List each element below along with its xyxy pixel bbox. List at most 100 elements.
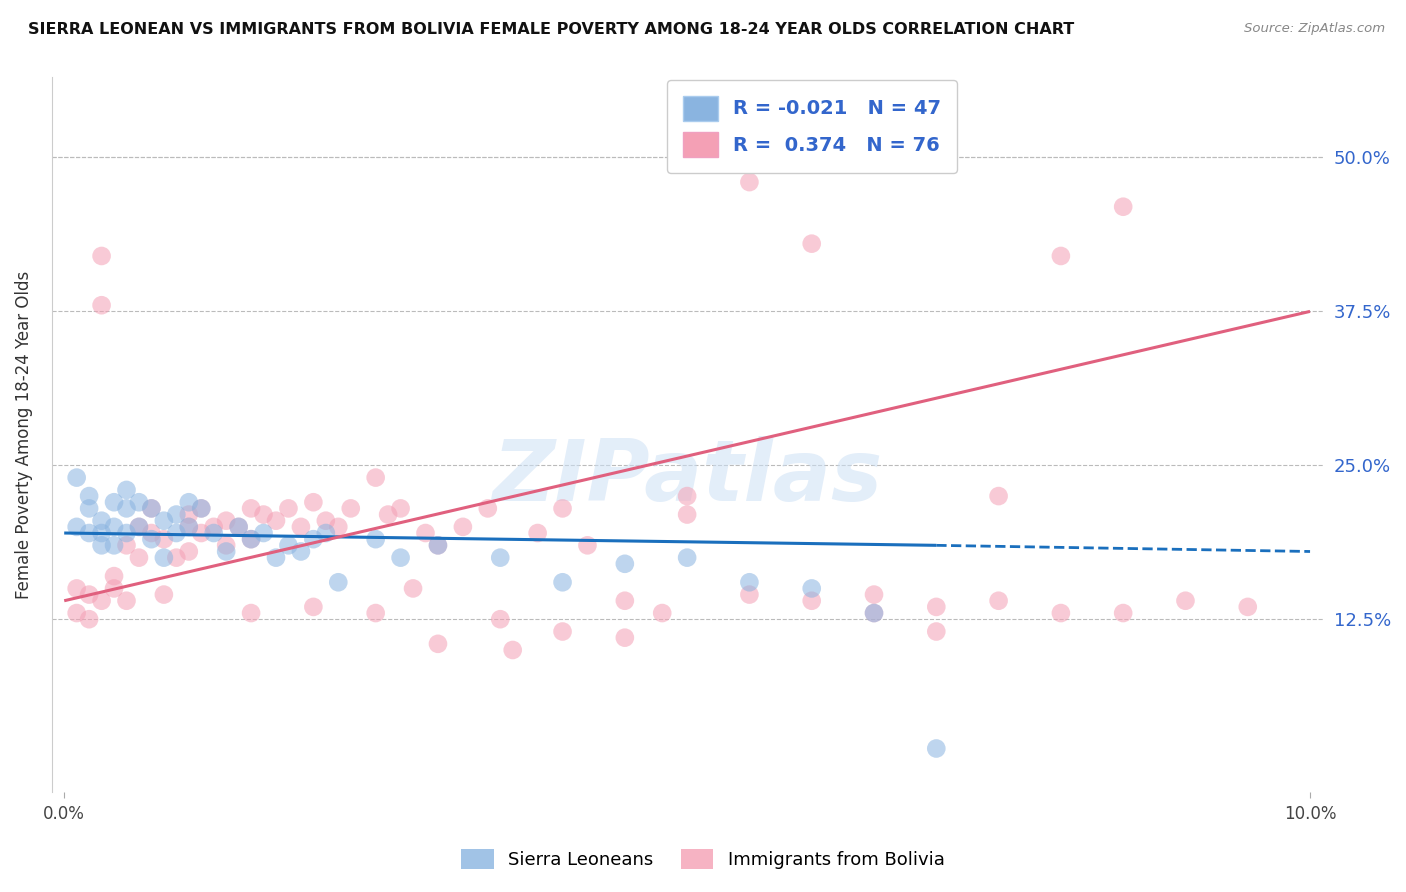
- Point: [153, 532, 176, 546]
- Point: [177, 544, 200, 558]
- Point: [240, 606, 263, 620]
- Point: [77, 526, 100, 541]
- Point: [66, 606, 89, 620]
- Point: [153, 514, 176, 528]
- Point: [676, 508, 699, 522]
- Point: [128, 495, 150, 509]
- Point: [800, 582, 823, 596]
- Point: [738, 588, 761, 602]
- Point: [90, 514, 112, 528]
- Point: [302, 599, 325, 614]
- Point: [264, 550, 287, 565]
- Point: [328, 575, 350, 590]
- Point: [66, 520, 89, 534]
- Point: [377, 508, 399, 522]
- Point: [228, 520, 250, 534]
- Point: [90, 526, 112, 541]
- Text: ZIPatlas: ZIPatlas: [492, 436, 882, 519]
- Point: [153, 550, 176, 565]
- Point: [215, 544, 238, 558]
- Point: [302, 495, 325, 509]
- Point: [402, 582, 425, 596]
- Point: [165, 550, 187, 565]
- Point: [77, 588, 100, 602]
- Point: [800, 236, 823, 251]
- Point: [103, 569, 125, 583]
- Point: [77, 501, 100, 516]
- Legend: R = -0.021   N = 47, R =  0.374   N = 76: R = -0.021 N = 47, R = 0.374 N = 76: [668, 80, 957, 173]
- Point: [115, 538, 138, 552]
- Point: [264, 514, 287, 528]
- Point: [277, 538, 299, 552]
- Point: [190, 501, 212, 516]
- Point: [1112, 200, 1135, 214]
- Point: [1174, 593, 1197, 607]
- Point: [987, 489, 1010, 503]
- Point: [90, 298, 112, 312]
- Point: [90, 249, 112, 263]
- Point: [863, 588, 886, 602]
- Point: [240, 532, 263, 546]
- Point: [115, 501, 138, 516]
- Point: [489, 550, 512, 565]
- Point: [128, 520, 150, 534]
- Point: [115, 483, 138, 497]
- Point: [77, 489, 100, 503]
- Point: [613, 593, 636, 607]
- Point: [277, 501, 299, 516]
- Point: [1050, 606, 1073, 620]
- Legend: Sierra Leoneans, Immigrants from Bolivia: Sierra Leoneans, Immigrants from Bolivia: [453, 839, 953, 879]
- Point: [389, 550, 412, 565]
- Point: [202, 526, 225, 541]
- Point: [240, 532, 263, 546]
- Point: [103, 495, 125, 509]
- Y-axis label: Female Poverty Among 18-24 Year Olds: Female Poverty Among 18-24 Year Olds: [15, 270, 32, 599]
- Point: [738, 575, 761, 590]
- Point: [190, 501, 212, 516]
- Point: [90, 538, 112, 552]
- Point: [389, 501, 412, 516]
- Point: [551, 575, 574, 590]
- Point: [800, 593, 823, 607]
- Point: [1236, 599, 1258, 614]
- Point: [364, 606, 387, 620]
- Point: [165, 526, 187, 541]
- Point: [141, 526, 163, 541]
- Point: [526, 526, 548, 541]
- Point: [1112, 606, 1135, 620]
- Point: [240, 501, 263, 516]
- Point: [863, 606, 886, 620]
- Point: [676, 489, 699, 503]
- Point: [177, 508, 200, 522]
- Point: [576, 538, 599, 552]
- Point: [426, 538, 449, 552]
- Point: [987, 593, 1010, 607]
- Point: [502, 643, 524, 657]
- Point: [364, 532, 387, 546]
- Point: [1050, 249, 1073, 263]
- Point: [315, 514, 337, 528]
- Point: [215, 514, 238, 528]
- Point: [190, 526, 212, 541]
- Point: [863, 606, 886, 620]
- Point: [925, 741, 948, 756]
- Point: [315, 526, 337, 541]
- Point: [364, 470, 387, 484]
- Point: [215, 538, 238, 552]
- Point: [141, 501, 163, 516]
- Point: [477, 501, 499, 516]
- Point: [738, 175, 761, 189]
- Text: SIERRA LEONEAN VS IMMIGRANTS FROM BOLIVIA FEMALE POVERTY AMONG 18-24 YEAR OLDS C: SIERRA LEONEAN VS IMMIGRANTS FROM BOLIVI…: [28, 22, 1074, 37]
- Point: [290, 544, 312, 558]
- Point: [415, 526, 437, 541]
- Point: [290, 520, 312, 534]
- Point: [66, 582, 89, 596]
- Point: [252, 526, 274, 541]
- Point: [328, 520, 350, 534]
- Point: [128, 520, 150, 534]
- Point: [925, 599, 948, 614]
- Point: [177, 495, 200, 509]
- Point: [651, 606, 673, 620]
- Point: [252, 508, 274, 522]
- Point: [202, 520, 225, 534]
